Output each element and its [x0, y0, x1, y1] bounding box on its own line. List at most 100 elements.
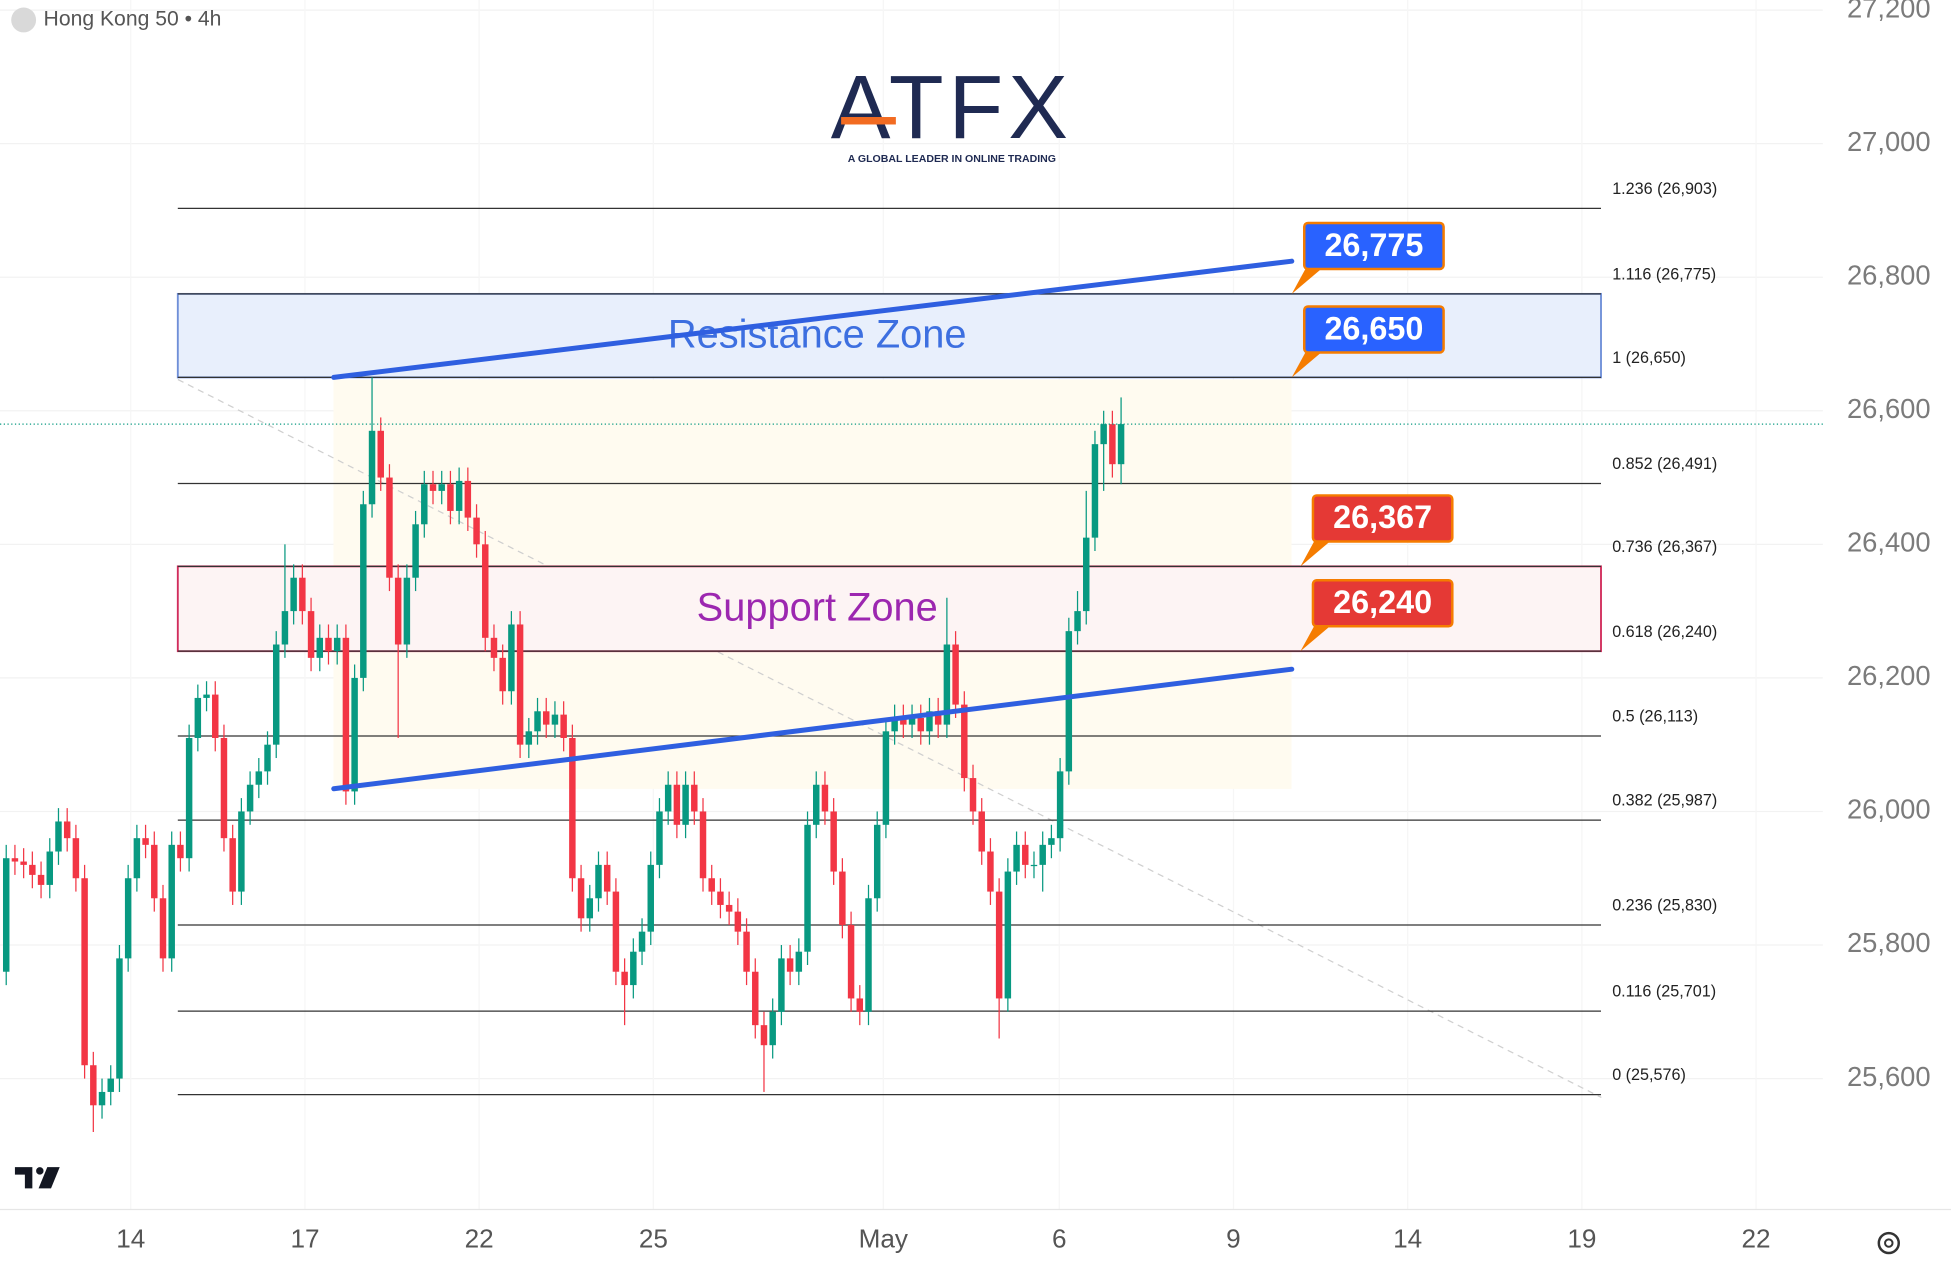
y-tick-label: 26,200 [1847, 660, 1931, 691]
candle [98, 1078, 106, 1119]
settings-icon[interactable] [1877, 1231, 1900, 1255]
candle-body [786, 958, 794, 972]
candle-body [673, 784, 681, 825]
candle-body [821, 784, 829, 812]
candle [917, 704, 924, 745]
y-tick-label: 26,000 [1847, 794, 1931, 825]
candle [708, 864, 715, 905]
candle-body [464, 480, 472, 518]
settings-gear[interactable] [1877, 1231, 1900, 1255]
y-tick-label: 25,800 [1847, 927, 1931, 958]
candle [325, 624, 332, 665]
candle-body [455, 480, 463, 511]
candle-body [29, 864, 36, 875]
candle [908, 704, 916, 738]
candle-body [229, 838, 236, 892]
candle-body [72, 838, 80, 879]
candle [821, 771, 829, 825]
candle [482, 530, 489, 652]
candle-body [473, 517, 480, 545]
candle-body [656, 811, 663, 865]
candle [542, 697, 550, 738]
tv-logo-part [36, 1167, 44, 1175]
candle [673, 771, 681, 839]
x-tick-label: 14 [1393, 1223, 1422, 1253]
candle-body [1030, 864, 1038, 867]
candle-body [621, 971, 628, 986]
candle [403, 564, 411, 658]
axes: 25,600 25,800 26,000 26,200 26,400 26,600 26,8… [116, 0, 1930, 1253]
candle [377, 417, 384, 491]
candle [1022, 831, 1029, 879]
candle [124, 864, 132, 972]
trendline [331, 258, 1295, 380]
candle [55, 808, 62, 865]
x-tick-label: 25 [639, 1223, 668, 1253]
candle [525, 717, 533, 759]
candle [725, 891, 733, 925]
candle [342, 624, 350, 805]
candle [1004, 858, 1012, 1012]
trendlines [331, 258, 1295, 792]
fib-label: 1.236 (26,903) [1612, 180, 1717, 198]
candle-body [386, 477, 393, 578]
candle [1065, 617, 1073, 785]
candle-body [246, 784, 254, 812]
candle-body [1109, 424, 1116, 465]
candle-body [630, 951, 637, 986]
candle-body [664, 784, 672, 812]
candle [795, 938, 803, 986]
candle [1048, 824, 1055, 859]
candle [717, 878, 724, 919]
candle [37, 861, 45, 899]
candle-body [516, 624, 524, 745]
candle [290, 564, 297, 625]
candle-body [394, 577, 402, 645]
candle-body [813, 784, 820, 825]
candle [900, 704, 907, 738]
candle [116, 945, 123, 1092]
candle-body [917, 717, 924, 732]
candle [351, 664, 358, 805]
candle-body [159, 898, 167, 959]
candle [569, 724, 576, 892]
candle-body [856, 998, 864, 1012]
y-tick-label: 26,800 [1847, 259, 1931, 290]
candle-body [55, 821, 62, 852]
candle-body [290, 577, 297, 612]
candle-body [638, 931, 646, 952]
candle-body [934, 711, 942, 725]
candle-body [2, 858, 10, 972]
y-tick-label: 27,200 [1847, 0, 1931, 23]
logo-bar [841, 117, 896, 125]
candle [508, 611, 515, 705]
candle [159, 884, 167, 972]
fib-label: 0.382 (25,987) [1612, 792, 1717, 810]
candle [299, 564, 306, 625]
logo: ATFX A GLOBAL LEADER IN ONLINE TRADING [831, 57, 1068, 165]
candle [830, 798, 837, 885]
candle [429, 470, 437, 505]
candle [595, 851, 602, 912]
x-tick-label: 22 [1742, 1223, 1771, 1253]
candle [647, 851, 654, 946]
candle [560, 701, 567, 752]
candle-body [778, 958, 785, 1012]
logo-tagline: A GLOBAL LEADER IN ONLINE TRADING [848, 153, 1056, 165]
candle [699, 798, 707, 892]
fib-label: 1 (26,650) [1612, 349, 1686, 367]
candle [995, 878, 1003, 1039]
candles [0, 377, 1823, 1133]
candle [185, 724, 193, 872]
candle-body [508, 624, 515, 692]
tv-logo-part [14, 1167, 33, 1189]
fib-label: 0.852 (26,491) [1612, 455, 1717, 473]
candle-body [1056, 771, 1064, 839]
candle-body [185, 737, 193, 859]
candle [307, 597, 315, 672]
candle [734, 898, 742, 946]
y-tick-label: 27,000 [1847, 126, 1931, 157]
callout-box [1311, 494, 1454, 543]
candle [220, 724, 228, 852]
